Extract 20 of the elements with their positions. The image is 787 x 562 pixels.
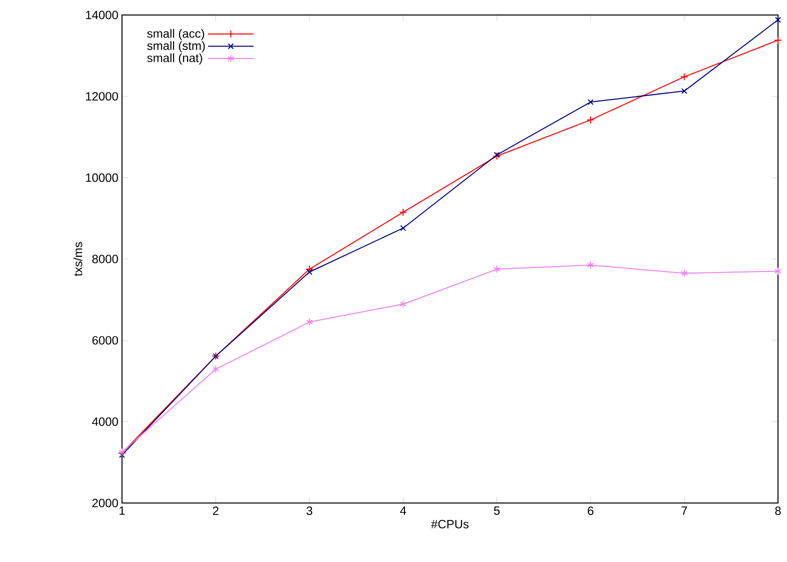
y-tick-label: 6000 [92,336,118,345]
y-tick-label: 4000 [92,417,118,426]
x-tick-label: 7 [682,506,688,515]
x-tick-label: 3 [306,506,312,516]
x-tick-label: 8 [775,506,781,516]
y-tick-label: 8000 [92,254,118,264]
x-tick-label: 5 [494,506,500,515]
y-tick-label: 10000 [86,173,118,182]
x-tick-label: 4 [400,506,406,515]
legend-label: small (acc) [147,28,204,40]
x-tick-label: 6 [588,506,594,516]
x-axis-title: #CPUs [431,520,469,528]
x-tick-label: 2 [212,506,218,515]
legend-label: small (nat) [147,53,202,65]
y-tick-label: 14000 [86,10,118,20]
y-tick-label: 12000 [86,92,118,101]
x-tick-label: 1 [120,506,125,515]
legend-label: small (stm) [147,41,205,52]
y-tick-label: 2000 [92,498,118,508]
y-axis-title: txs/ms [73,242,82,276]
